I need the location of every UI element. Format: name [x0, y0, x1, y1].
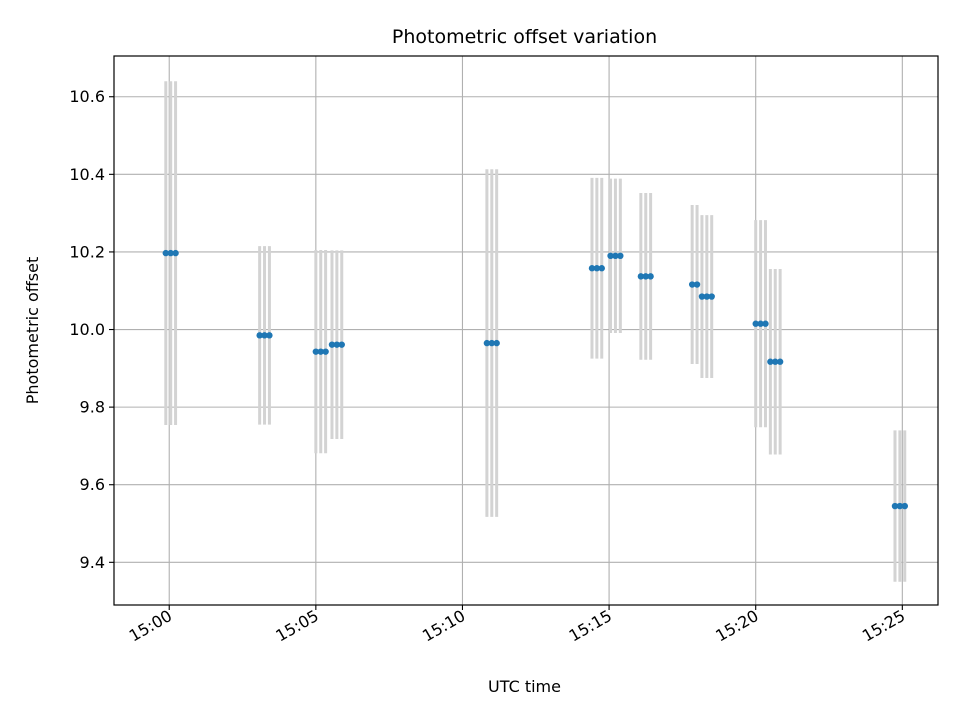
data-point — [647, 273, 654, 280]
data-point — [617, 252, 624, 260]
y-tick-label: 10.6 — [69, 87, 105, 106]
data-point — [757, 320, 764, 327]
data-point — [891, 502, 899, 510]
data-point — [483, 339, 491, 347]
y-tick-label: 9.6 — [80, 475, 105, 494]
data-point — [772, 358, 779, 365]
data-point — [698, 293, 706, 300]
y-axis-ticks: 9.4 9.6 9.8 10.0 10.2 10.4 10.6 — [69, 87, 114, 572]
data-point — [167, 249, 174, 257]
data-point — [703, 293, 711, 300]
data-point — [488, 339, 495, 347]
data-point — [593, 265, 601, 272]
y-tick-label: 10.0 — [69, 320, 105, 339]
data-point — [642, 273, 649, 280]
data-point — [693, 281, 701, 288]
chart-title: Photometric offset variation — [392, 26, 657, 48]
y-tick-label: 9.4 — [80, 553, 105, 572]
data-point — [896, 502, 904, 510]
data-point — [752, 320, 759, 327]
data-point — [322, 348, 329, 355]
data-point — [767, 358, 774, 365]
y-tick-label: 9.8 — [80, 398, 105, 417]
data-point — [688, 281, 696, 288]
data-point — [256, 332, 263, 339]
data-point — [598, 265, 605, 272]
data-point — [261, 332, 268, 339]
data-point — [317, 348, 324, 355]
x-axis-label: UTC time — [488, 677, 561, 696]
data-point — [901, 502, 908, 510]
data-point — [776, 358, 784, 365]
y-tick-label: 10.2 — [69, 242, 105, 261]
data-point — [708, 293, 715, 300]
data-point — [607, 252, 614, 260]
data-point — [266, 332, 273, 339]
data-point — [338, 341, 345, 348]
y-axis-label: Photometric offset — [23, 257, 42, 405]
data-point — [312, 348, 320, 355]
data-point — [162, 249, 170, 257]
data-point — [333, 341, 341, 348]
data-point — [172, 249, 179, 257]
data-point — [328, 341, 336, 348]
data-point — [588, 265, 596, 272]
data-point — [493, 339, 500, 347]
y-tick-label: 10.4 — [69, 165, 105, 184]
plot-frame — [113, 55, 939, 606]
data-point — [762, 320, 769, 327]
data-point — [612, 252, 619, 260]
data-point — [637, 273, 645, 280]
data-points — [162, 249, 908, 510]
